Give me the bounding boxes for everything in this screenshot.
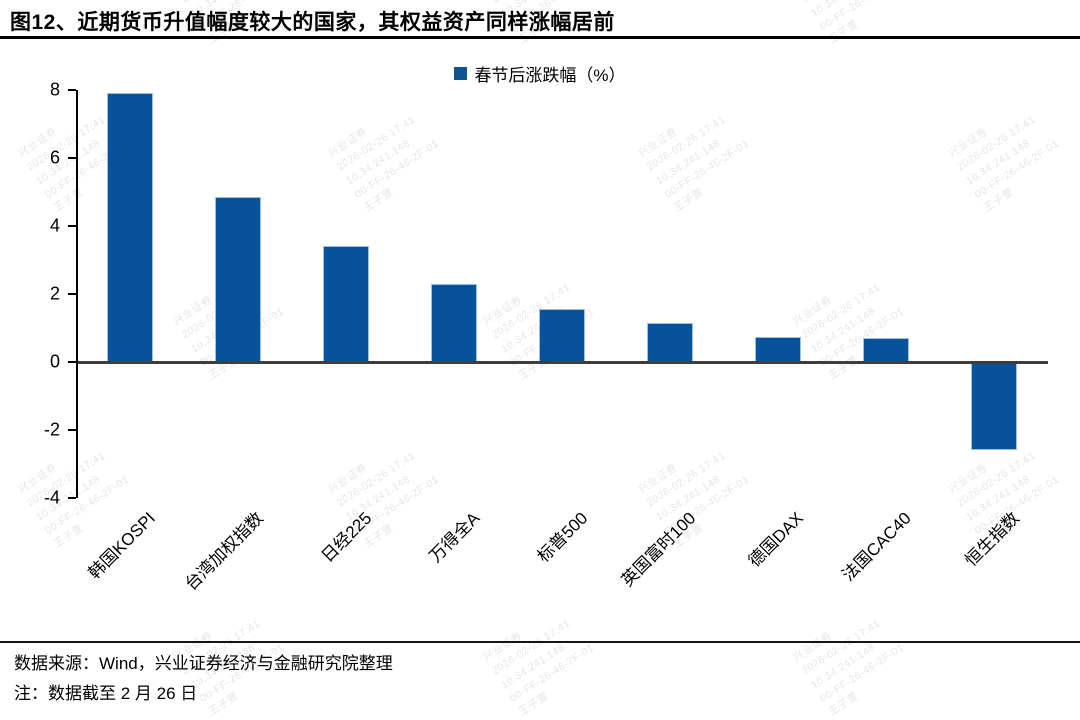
y-axis-line <box>76 90 78 498</box>
data-source-text: 数据来源：Wind，兴业证券经济与金融研究院整理 <box>14 654 393 673</box>
bar-万得全A <box>431 283 477 362</box>
bar-韩国KOSPI <box>107 93 153 362</box>
y-tick-mark <box>68 89 76 91</box>
x-label-法国CAC40: 法国CAC40 <box>838 508 915 585</box>
x-label-万得全A: 万得全A <box>425 508 483 567</box>
y-tick-mark <box>68 361 76 363</box>
y-tick-label: 4 <box>49 215 60 236</box>
y-tick-mark <box>68 429 76 431</box>
legend-square-icon <box>454 66 468 80</box>
x-label-日经225: 日经225 <box>317 508 375 567</box>
y-tick-label: -4 <box>43 487 60 508</box>
y-tick-label: 6 <box>49 147 60 168</box>
y-tick-mark <box>68 157 76 159</box>
figure-title: 图12、近期货币升值幅度较大的国家，其权益资产同样涨幅居前 <box>10 11 615 34</box>
bar-德国DAX <box>755 336 801 362</box>
bar-英国富时100 <box>647 322 693 362</box>
x-label-德国DAX: 德国DAX <box>744 508 807 571</box>
bar-恒生指数 <box>971 362 1017 451</box>
x-label-英国富时100: 英国富时100 <box>617 508 699 591</box>
x-label-韩国KOSPI: 韩国KOSPI <box>84 508 159 583</box>
y-tick-mark <box>68 225 76 227</box>
data-note-text: 注：数据截至 2 月 26 日 <box>14 684 198 703</box>
y-tick-label: 0 <box>49 351 60 372</box>
y-tick-mark <box>68 497 76 499</box>
bar-台湾加权指数 <box>215 197 261 362</box>
x-label-台湾加权指数: 台湾加权指数 <box>181 508 267 595</box>
y-tick-mark <box>68 293 76 295</box>
x-label-标普500: 标普500 <box>533 508 591 567</box>
bar-标普500 <box>539 309 585 362</box>
y-tick-label: 2 <box>49 283 60 304</box>
y-tick-label: 8 <box>49 79 60 100</box>
chart-legend: 春节后涨跌幅（%） <box>0 62 1080 85</box>
x-label-恒生指数: 恒生指数 <box>961 508 1023 571</box>
bar-法国CAC40 <box>863 338 909 362</box>
y-tick-label: -2 <box>43 419 60 440</box>
legend-label: 春节后涨跌幅（%） <box>474 65 626 85</box>
title-divider <box>0 36 1080 39</box>
x-axis-zero-line <box>78 361 1048 364</box>
bar-日经225 <box>323 246 369 362</box>
footer-divider <box>0 641 1080 643</box>
